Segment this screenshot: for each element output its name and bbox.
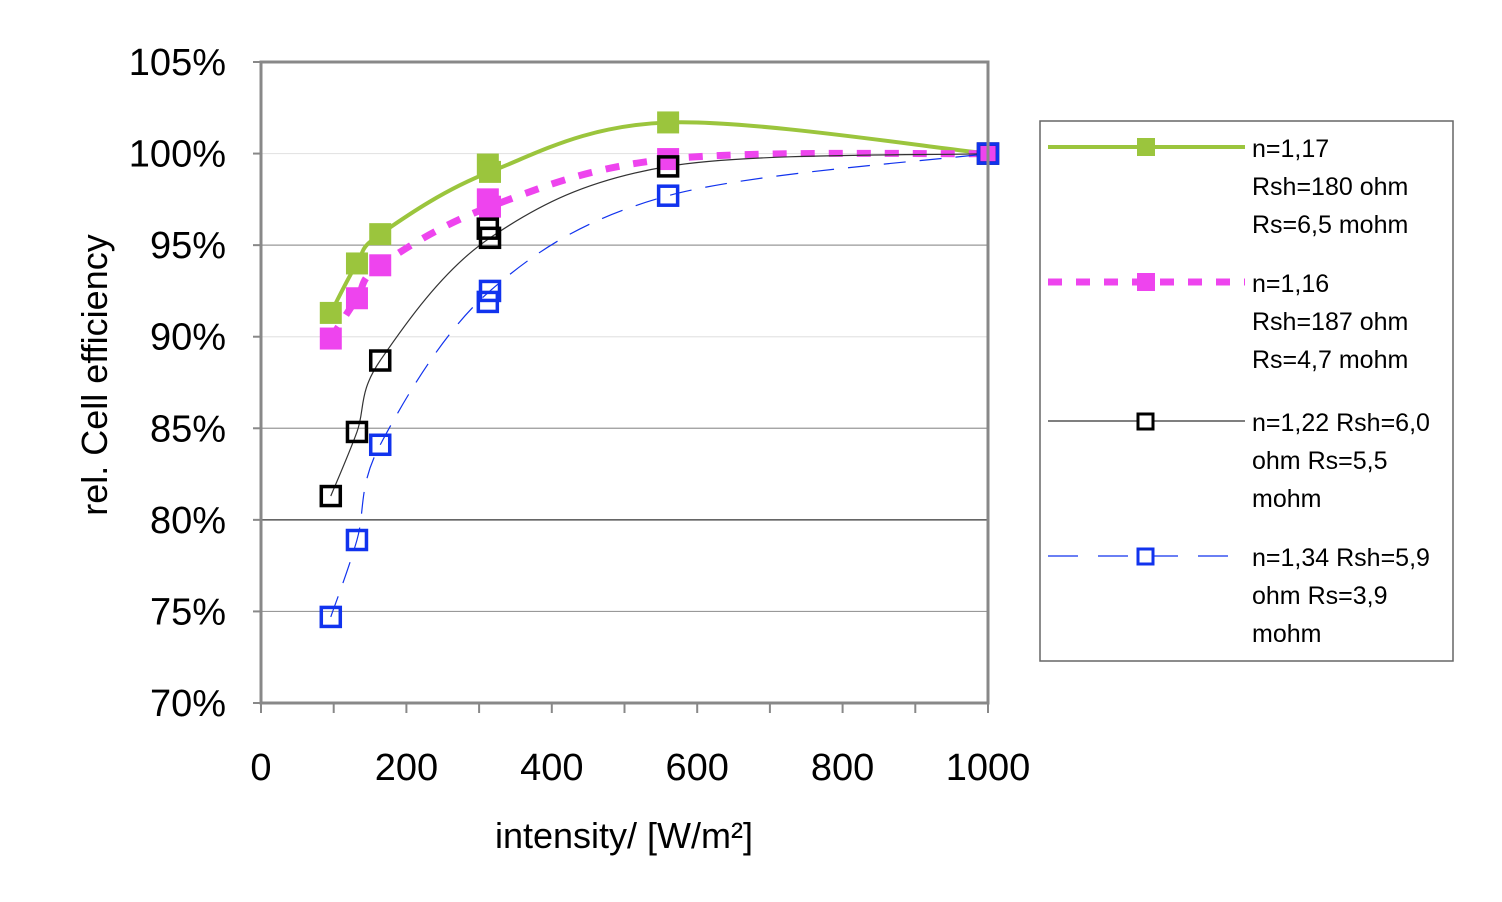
series-line <box>327 149 989 341</box>
legend-label: n=1,16 <box>1252 270 1329 298</box>
data-point <box>345 287 368 310</box>
x-tick-label: 400 <box>520 747 583 789</box>
legend-label: n=1,17 <box>1252 135 1329 163</box>
legend-label: mohm <box>1252 485 1321 513</box>
plot-area-border <box>259 60 990 705</box>
data-point <box>345 528 369 552</box>
y-tick-label: 105% <box>129 42 226 84</box>
legend-label: Rsh=180 ohm <box>1252 173 1408 201</box>
legend-label: n=1,22 Rsh=6,0 <box>1252 409 1430 437</box>
data-point <box>479 195 502 218</box>
data-point <box>478 226 502 250</box>
legend: n=1,17 Rsh=180 ohm Rs=6,5 mohm n=1,16 Rsh=18… <box>1039 120 1454 662</box>
legend-item: n=1,16 Rsh=187 ohm Rs=4,7 mohm <box>1048 270 1408 374</box>
x-axis: 0 200 400 600 800 1000 <box>250 703 1030 789</box>
legend-item: n=1,34 Rsh=5,9 ohm Rs=3,9 mohm <box>1048 544 1430 648</box>
series-markers <box>319 111 1000 629</box>
legend-box <box>1039 120 1454 662</box>
x-axis-label: intensity/ [W/m²] <box>495 815 753 856</box>
legend-marker <box>1136 412 1155 431</box>
legend-label: n=1,34 Rsh=5,9 <box>1252 544 1430 572</box>
data-point <box>369 254 392 277</box>
legend-label: ohm Rs=3,9 <box>1252 582 1388 610</box>
x-tick-label: 800 <box>811 747 874 789</box>
data-point <box>345 252 368 275</box>
data-point <box>369 223 392 246</box>
y-axis: 70% 75% 80% 85% 90% 95% 100% 105% <box>129 42 261 725</box>
legend-label: Rs=6,5 mohm <box>1252 211 1408 239</box>
data-point <box>345 420 369 444</box>
data-point <box>319 605 343 629</box>
data-point <box>319 484 343 508</box>
legend-label: mohm <box>1252 620 1321 648</box>
legend-marker <box>1137 273 1155 291</box>
y-tick-label: 100% <box>129 134 226 176</box>
y-tick-label: 90% <box>150 317 226 359</box>
gridlines <box>261 152 988 613</box>
data-point <box>657 148 680 171</box>
x-tick-label: 200 <box>375 747 438 789</box>
data-point <box>478 279 502 303</box>
data-point <box>319 301 342 324</box>
y-tick-label: 80% <box>150 500 226 542</box>
legend-label: Rsh=187 ohm <box>1252 308 1408 336</box>
x-tick-label: 600 <box>665 747 728 789</box>
data-point <box>319 327 342 350</box>
data-point <box>657 111 680 134</box>
legend-item: n=1,17 Rsh=180 ohm Rs=6,5 mohm <box>1048 135 1408 239</box>
data-point <box>656 184 680 207</box>
legend-marker <box>1136 547 1155 566</box>
data-point <box>368 349 392 372</box>
legend-marker <box>1137 138 1155 156</box>
x-tick-label: 1000 <box>946 747 1031 789</box>
x-tick-label: 0 <box>250 747 271 789</box>
series-line <box>330 152 989 618</box>
y-tick-label: 95% <box>150 225 226 267</box>
data-point <box>368 433 392 457</box>
y-tick-label: 75% <box>150 591 226 633</box>
y-tick-label: 70% <box>150 683 226 725</box>
data-point <box>479 160 502 183</box>
data-point <box>656 155 680 178</box>
legend-label: Rs=4,7 mohm <box>1252 346 1408 374</box>
legend-item: n=1,22 Rsh=6,0 ohm Rs=5,5 mohm <box>1048 409 1430 513</box>
y-axis-label: rel. Cell efficiency <box>74 234 115 515</box>
y-tick-label: 85% <box>150 408 226 450</box>
legend-label: ohm Rs=5,5 <box>1252 447 1388 475</box>
